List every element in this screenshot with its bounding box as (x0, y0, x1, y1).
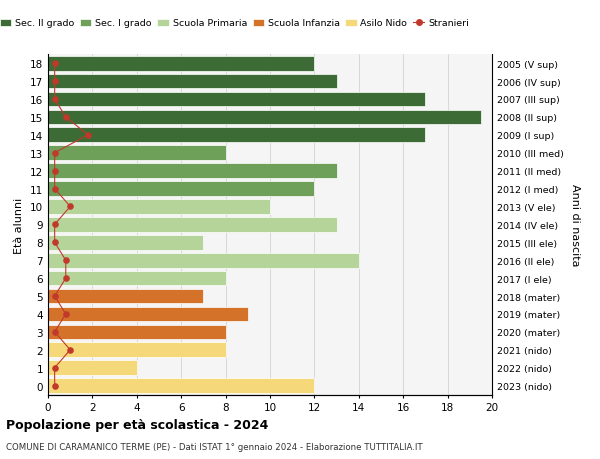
Point (65, 347, 75, 354)
Bar (48, 164, 337, 179)
Bar (48, 182, 314, 196)
Point (83, 132, 93, 139)
Bar (48, 253, 359, 268)
Bar (48, 289, 203, 304)
Point (50, 293, 59, 300)
Point (61, 275, 71, 282)
Point (50, 185, 59, 193)
Point (50, 96, 59, 103)
Point (50, 329, 59, 336)
Bar (48, 200, 270, 214)
Point (50, 221, 59, 229)
Bar (48, 343, 226, 358)
Bar (48, 325, 226, 340)
Text: Popolazione per età scolastica - 2024: Popolazione per età scolastica - 2024 (6, 418, 268, 431)
Point (61, 311, 71, 318)
Point (50, 78, 59, 85)
Point (50, 168, 59, 175)
Bar (48, 379, 314, 393)
Bar (48, 57, 314, 71)
Bar (48, 74, 337, 89)
Point (61, 114, 71, 121)
Bar (48, 271, 226, 286)
Point (61, 257, 71, 264)
Point (50, 239, 59, 246)
Point (50, 150, 59, 157)
Bar (48, 307, 248, 322)
Bar (48, 146, 226, 161)
Bar (48, 235, 203, 250)
Bar (48, 92, 425, 107)
Point (65, 203, 75, 211)
Y-axis label: Età alunni: Età alunni (14, 197, 25, 253)
Y-axis label: Anni di nascita: Anni di nascita (571, 184, 580, 266)
Bar (48, 110, 481, 125)
Text: COMUNE DI CARAMANICO TERME (PE) - Dati ISTAT 1° gennaio 2024 - Elaborazione TUTT: COMUNE DI CARAMANICO TERME (PE) - Dati I… (6, 442, 422, 451)
Legend: Sec. II grado, Sec. I grado, Scuola Primaria, Scuola Infanzia, Asilo Nido, Stran: Sec. II grado, Sec. I grado, Scuola Prim… (0, 16, 473, 32)
Point (50, 60, 59, 67)
Bar (48, 361, 137, 375)
Bar (48, 218, 337, 232)
Bar (48, 128, 425, 143)
Point (50, 382, 59, 390)
Point (50, 364, 59, 372)
